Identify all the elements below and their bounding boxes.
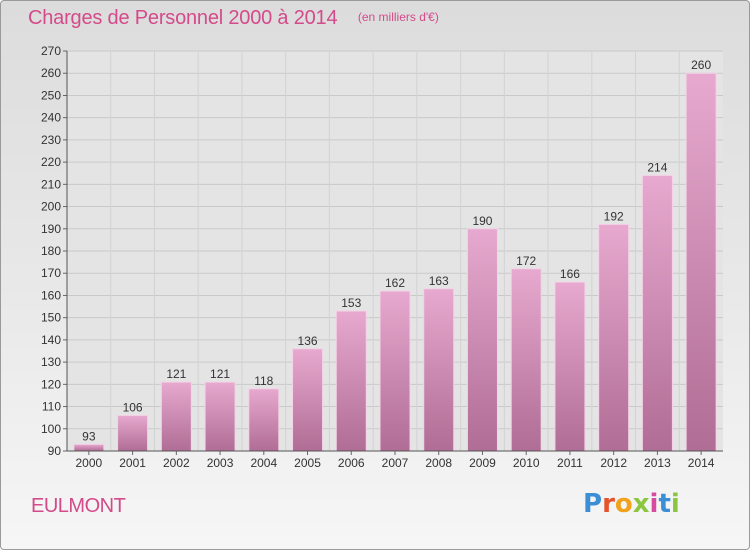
bar-2008 [423, 288, 455, 452]
value-label: 214 [647, 160, 667, 174]
bar-2014 [685, 72, 717, 452]
value-label: 136 [298, 334, 318, 348]
axis-layer [63, 50, 723, 455]
bar-2013 [641, 174, 673, 452]
x-tick-label: 2010 [513, 456, 540, 470]
value-label: 106 [123, 400, 143, 414]
logo-letter: t [658, 489, 671, 519]
chart-title: Charges de Personnel 2000 à 2014 [28, 7, 338, 29]
value-label: 260 [691, 58, 711, 72]
logo-letter: P [583, 489, 603, 519]
x-tick-label: 2001 [119, 456, 146, 470]
y-tick-label: 110 [42, 400, 61, 414]
bar-2005 [292, 348, 324, 452]
y-tick-label: 120 [41, 377, 61, 391]
y-tick-label: 250 [41, 88, 61, 102]
value-label: 192 [604, 209, 624, 223]
value-label: 93 [82, 429, 96, 443]
bar-2003 [204, 381, 236, 452]
value-label: 153 [341, 296, 361, 310]
x-tick-label: 2002 [163, 456, 190, 470]
logo-letter: i [670, 489, 680, 519]
bar-2007 [379, 290, 411, 452]
value-label: 118 [254, 374, 273, 388]
commune-name: EULMONT [31, 495, 126, 517]
y-tick-label: 210 [41, 177, 61, 191]
y-tick-label: 180 [41, 244, 61, 258]
y-tick-label: 240 [41, 111, 61, 125]
title-row: Charges de Personnel 2000 à 2014 (en mil… [28, 7, 439, 30]
bar-2006 [335, 310, 367, 452]
bar-2011 [554, 281, 586, 452]
value-label: 163 [429, 274, 449, 288]
logo-letter: x [632, 489, 650, 519]
x-tick-label: 2013 [644, 456, 671, 470]
y-tick-label: 200 [41, 200, 61, 214]
bar-2010 [510, 268, 542, 452]
x-tick-label: 2009 [469, 456, 496, 470]
x-tick-label: 2000 [76, 456, 103, 470]
y-tick-label: 160 [41, 288, 61, 302]
y-tick-label: 140 [41, 333, 61, 347]
x-tick-label: 2006 [338, 456, 365, 470]
bar-2012 [598, 223, 630, 452]
y-tick-label: 270 [41, 44, 61, 58]
bar-2001 [117, 414, 149, 452]
logo-letter: o [614, 489, 633, 519]
x-tick-label: 2007 [382, 456, 409, 470]
y-tick-label: 220 [41, 155, 61, 169]
value-label: 121 [166, 367, 186, 381]
bar-2000 [73, 443, 105, 452]
x-tick-label: 2008 [425, 456, 452, 470]
bar-2004 [248, 388, 280, 452]
x-tick-label: 2003 [207, 456, 234, 470]
value-label: 162 [385, 276, 405, 290]
proxiti-logo: Proxiti [583, 489, 680, 519]
x-tick-label: 2012 [600, 456, 627, 470]
y-tick-label: 230 [41, 133, 61, 147]
bar-2009 [466, 228, 498, 452]
chart-subtitle: (en milliers d'€) [357, 10, 439, 24]
logo-letter: i [649, 489, 659, 519]
y-tick-label: 150 [41, 311, 61, 325]
bars-layer [73, 72, 717, 452]
labels-layer: 90 100 110 120 130 140 150 160 170 180 190 200 210 22… [41, 44, 715, 470]
value-label: 190 [472, 214, 492, 228]
value-label: 166 [560, 267, 580, 281]
x-tick-label: 2005 [294, 456, 321, 470]
y-tick-label: 190 [41, 222, 61, 236]
x-tick-label: 2004 [250, 456, 277, 470]
y-tick-label: 100 [41, 422, 61, 436]
x-tick-label: 2011 [557, 456, 583, 470]
bar-2002 [160, 381, 192, 452]
y-tick-label: 260 [41, 66, 61, 80]
y-tick-label: 130 [41, 355, 61, 369]
y-tick-label: 90 [48, 444, 62, 458]
x-tick-label: 2014 [688, 456, 715, 470]
y-tick-label: 170 [41, 266, 61, 280]
logo-letter: r [602, 489, 615, 519]
value-label: 121 [210, 367, 230, 381]
value-label: 172 [516, 254, 536, 268]
